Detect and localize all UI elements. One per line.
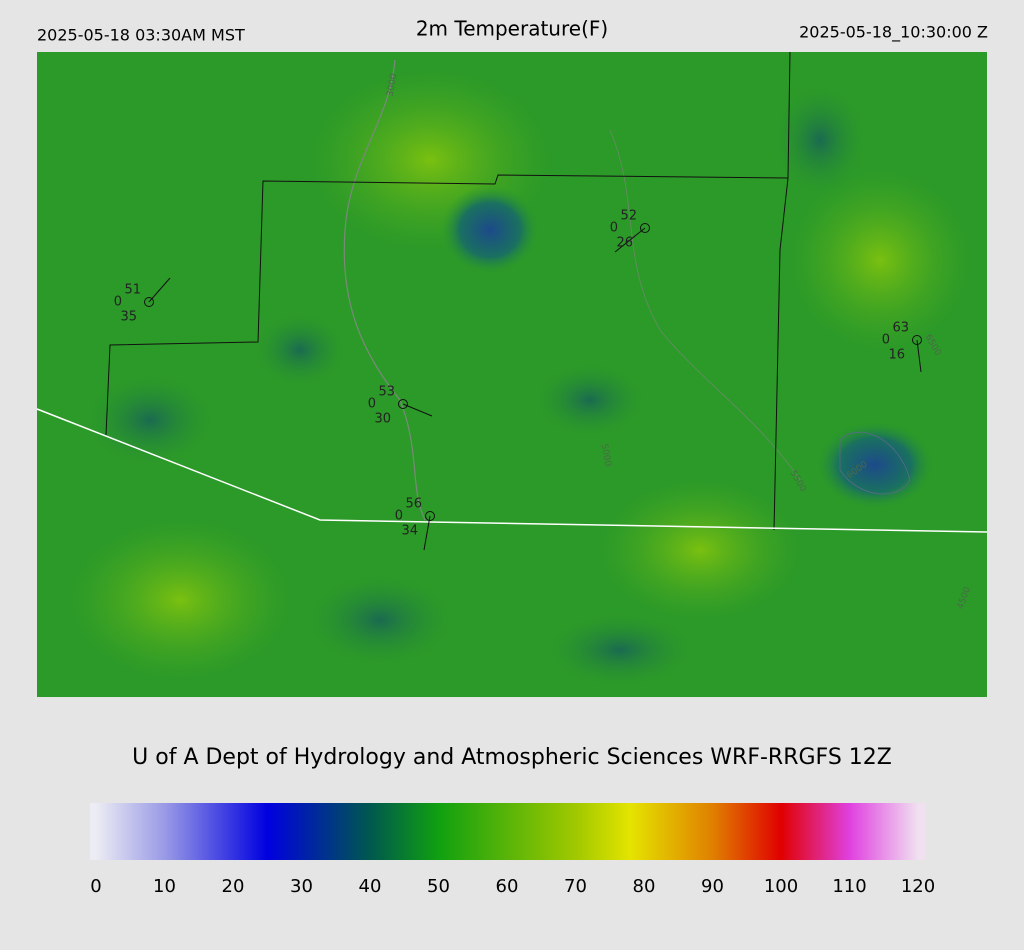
station-code: 0 <box>882 333 890 348</box>
colorbar <box>90 803 925 860</box>
station-code: 0 <box>368 397 376 412</box>
wind-barb <box>148 277 171 303</box>
colorbar-tick-label: 0 <box>90 876 101 897</box>
colorbar-tick-label: 30 <box>290 876 313 897</box>
station-code: 0 <box>395 509 403 524</box>
station-circle <box>425 511 435 521</box>
colorbar-ticks: 0 10 20 30 40 50 60 70 80 90 100 110 120 <box>90 876 935 897</box>
contour-label: 5000 <box>599 443 613 468</box>
contour-label: 3000 <box>386 73 400 98</box>
colorbar-tick-label: 10 <box>153 876 176 897</box>
station-code: 0 <box>610 221 618 236</box>
station-temp: 56 <box>405 497 422 512</box>
station-temp: 52 <box>620 209 637 224</box>
colorbar-tick-label: 90 <box>701 876 724 897</box>
station-code: 0 <box>114 295 122 310</box>
colorbar-tick-label: 20 <box>222 876 245 897</box>
wind-barb <box>423 515 431 551</box>
station-dewpoint: 26 <box>616 236 633 251</box>
colorbar-tick-label: 120 <box>901 876 935 897</box>
station-temp: 51 <box>124 283 141 298</box>
colorbar-tick-label: 100 <box>764 876 798 897</box>
station-dewpoint: 35 <box>120 310 137 325</box>
colorbar-tick-label: 70 <box>564 876 587 897</box>
colorbar-tick-label: 40 <box>359 876 382 897</box>
station-circle <box>912 335 922 345</box>
wind-barb <box>614 227 646 253</box>
map <box>36 51 988 697</box>
colorbar-tick-label: 50 <box>427 876 450 897</box>
station-circle <box>398 399 408 409</box>
title: 2m Temperature(F) <box>416 17 608 41</box>
wind-barb <box>402 403 433 417</box>
station-circle <box>144 297 154 307</box>
station-circle <box>640 223 650 233</box>
credit: U of A Dept of Hydrology and Atmospheric… <box>132 745 892 770</box>
utc-time: 2025-05-18_10:30:00 Z <box>799 23 988 43</box>
colorbar-tick-label: 110 <box>832 876 866 897</box>
local-time: 2025-05-18 03:30AM MST <box>37 26 245 45</box>
station-temp: 53 <box>378 385 395 400</box>
station-dewpoint: 16 <box>888 348 905 363</box>
colorbar-tick-label: 60 <box>496 876 519 897</box>
station-temp: 63 <box>892 321 909 336</box>
wind-barb <box>916 339 922 373</box>
station-dewpoint: 34 <box>401 524 418 539</box>
colorbar-tick-label: 80 <box>633 876 656 897</box>
station-dewpoint: 30 <box>374 412 391 427</box>
